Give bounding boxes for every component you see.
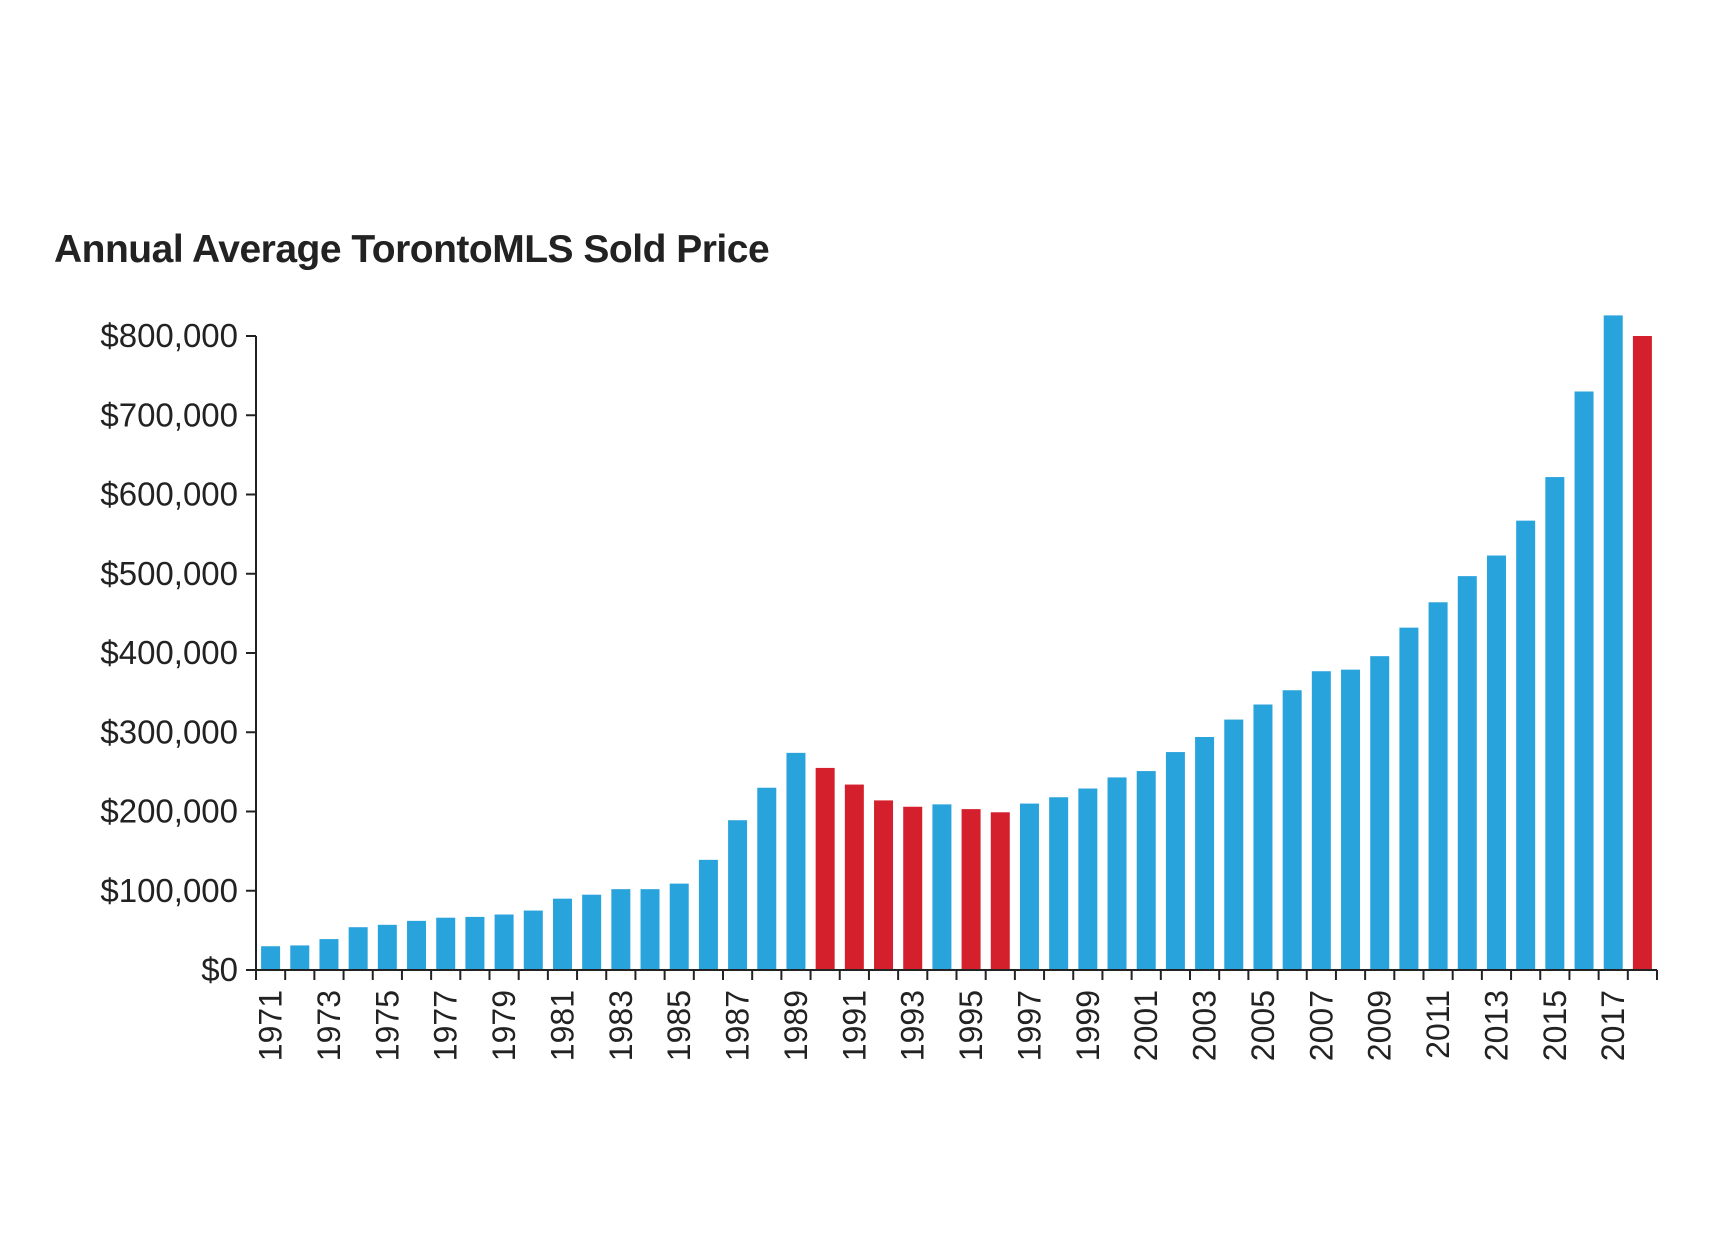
bar-1977 <box>436 917 456 970</box>
bar-2011 <box>1428 602 1448 970</box>
bar-2004 <box>1224 719 1244 970</box>
x-tick-label: 2005 <box>1245 990 1281 1061</box>
bar-2015 <box>1545 477 1565 970</box>
bar-2003 <box>1195 737 1215 970</box>
x-tick-label: 2009 <box>1362 990 1398 1061</box>
bar-1997 <box>1019 803 1039 970</box>
bar-1988 <box>757 787 777 970</box>
bar-1974 <box>348 927 368 970</box>
x-tick-label: 1975 <box>369 990 405 1061</box>
x-tick-label: 2015 <box>1537 990 1573 1061</box>
x-tick-label: 1997 <box>1011 990 1047 1061</box>
bar-2007 <box>1311 671 1331 970</box>
x-tick-label: 2001 <box>1128 990 1164 1061</box>
x-tick-label: 1989 <box>778 990 814 1061</box>
y-tick-label: $500,000 <box>100 555 238 592</box>
bar-2016 <box>1574 391 1594 971</box>
x-tick-label: 1973 <box>311 990 347 1061</box>
x-tick-label: 2007 <box>1303 990 1339 1061</box>
y-axis: $0 $100,000 $200,000 $300,000 $400,000 $500,0… <box>100 317 257 988</box>
x-tick-label: 1995 <box>953 990 989 1061</box>
bar-2008 <box>1341 669 1361 970</box>
x-tick-label: 1987 <box>720 990 756 1061</box>
chart-title: Annual Average TorontoMLS Sold Price <box>54 228 770 271</box>
bar-1978 <box>465 916 485 970</box>
bar-1986 <box>698 859 718 970</box>
bar-1972 <box>290 945 310 970</box>
x-tick-label: 2013 <box>1478 990 1514 1061</box>
bar-1995 <box>961 809 981 970</box>
y-tick-label: $300,000 <box>100 713 238 750</box>
bar-1996 <box>990 812 1010 970</box>
bar-2005 <box>1253 704 1273 970</box>
x-tick-label: 1971 <box>253 990 289 1061</box>
x-tick-label: 1979 <box>486 990 522 1061</box>
bar-1991 <box>844 784 864 970</box>
x-tick-label: 1977 <box>428 990 464 1061</box>
bar-2014 <box>1516 520 1536 970</box>
x-tick-label: 1999 <box>1070 990 1106 1061</box>
bar-1976 <box>407 920 427 970</box>
bar-1993 <box>903 806 923 970</box>
bar-2000 <box>1107 777 1127 970</box>
x-tick-label: 2011 <box>1420 990 1456 1059</box>
bar-1975 <box>377 924 397 970</box>
bar-1992 <box>874 800 894 970</box>
x-tick-label: 1991 <box>836 990 872 1061</box>
bar-1973 <box>319 939 339 970</box>
y-tick-label: $200,000 <box>100 793 238 830</box>
y-tick-label: $100,000 <box>100 872 238 909</box>
bar-2010 <box>1399 627 1419 970</box>
bar-2018 <box>1632 336 1652 970</box>
bar-1994 <box>932 804 952 970</box>
x-tick-label: 2003 <box>1187 990 1223 1061</box>
bar-1982 <box>582 894 602 970</box>
bar-1981 <box>552 898 572 970</box>
bar-1983 <box>611 889 631 970</box>
bar-1987 <box>728 820 748 970</box>
y-tick-label: $800,000 <box>100 317 238 354</box>
bar-1989 <box>786 752 806 970</box>
bar-2006 <box>1282 690 1302 970</box>
bar-2009 <box>1370 656 1390 970</box>
y-tick-label: $0 <box>201 951 238 988</box>
bar-1985 <box>669 883 689 970</box>
bar-2017 <box>1603 315 1623 970</box>
y-tick-label: $700,000 <box>100 396 238 433</box>
x-tick-label: 1981 <box>544 990 580 1061</box>
bar-1998 <box>1049 797 1069 970</box>
y-tick-label: $600,000 <box>100 476 238 513</box>
y-tick-label: $400,000 <box>100 634 238 671</box>
bar-2002 <box>1165 752 1185 970</box>
x-tick-label: 1983 <box>603 990 639 1061</box>
x-axis: 1971 1973 1975 1977 1979 1981 1983 1985 1987 1989… <box>253 969 1658 1061</box>
x-tick-label: 1985 <box>661 990 697 1061</box>
bars-group <box>261 315 1652 971</box>
bar-1999 <box>1078 788 1098 970</box>
bar-2012 <box>1457 576 1477 970</box>
bar-1984 <box>640 889 660 970</box>
bar-2013 <box>1486 555 1506 970</box>
bar-1990 <box>815 767 835 970</box>
x-tick-label: 1993 <box>895 990 931 1061</box>
bar-2001 <box>1136 771 1156 970</box>
bar-1971 <box>261 946 281 970</box>
bar-1980 <box>523 910 543 970</box>
x-tick-label: 2017 <box>1595 990 1631 1061</box>
bar-1979 <box>494 914 514 970</box>
